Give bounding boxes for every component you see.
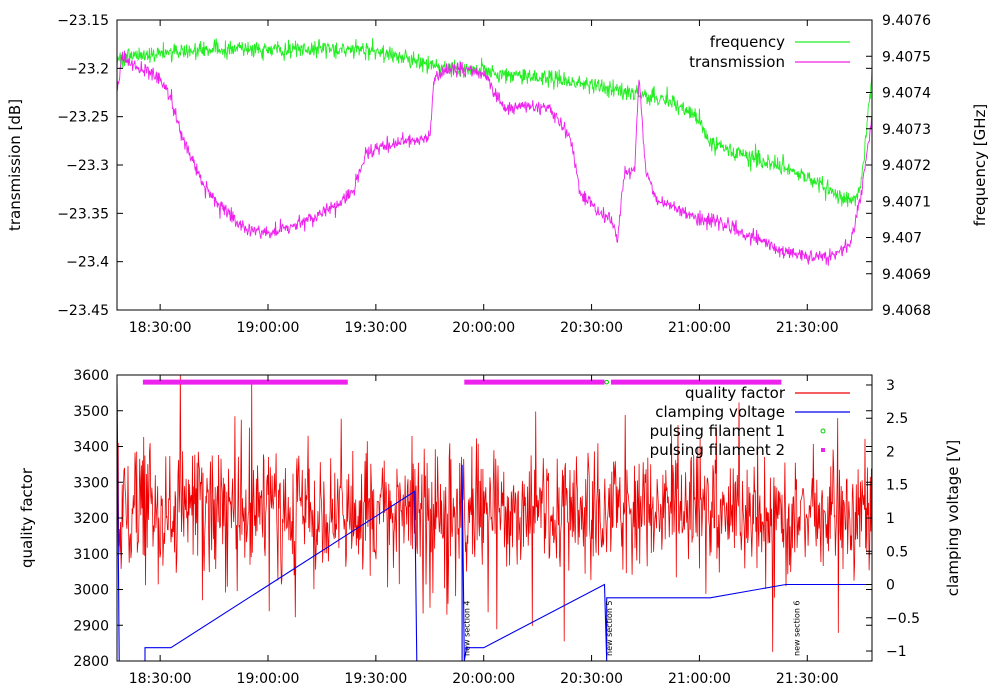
legend-marker-pulsing-filament-2 [821,448,825,452]
y2-tick-label: 3 [886,378,895,394]
legend-label-pulsing-filament-1: pulsing filament 1 [650,422,785,440]
legend-label-transmission: transmission [689,53,785,71]
x-tick-label: 21:30:00 [776,671,839,687]
series-line-quality-factor [117,375,872,652]
annotation-label: new section 5 [605,600,614,656]
top-panel: −23.15−23.2−23.25−23.3−23.35−23.4−23.45 … [6,13,989,336]
y2-tick-label: 9.4072 [882,158,931,174]
y2-tick-label: −1 [886,644,907,660]
bottom-y2label: clamping voltage [V] [944,440,962,596]
y2-tick-label: 9.4071 [882,194,931,210]
y2-tick-label: 9.4075 [882,49,931,65]
x-tick-label: 21:00:00 [668,320,731,336]
y-tick-label: −23.35 [57,206,109,222]
y-tick-label: 2800 [73,654,109,670]
x-tick-label: 21:30:00 [776,320,839,336]
pulsing-filament-1-marker [604,379,609,385]
y-tick-label: 3200 [73,511,109,527]
y2-tick-label: 9.4073 [882,122,931,138]
series-line-transmission [117,50,872,266]
top-legend: frequency transmission [689,33,850,71]
y2-tick-label: 9.4074 [882,86,931,102]
y2-tick-label: 1.5 [886,478,908,494]
x-tick-label: 20:30:00 [560,320,623,336]
top-plot-area [117,38,872,266]
bottom-y2-axis: 3 2.5 2 1.5 1 0.5 0 −0.5 −1 [866,378,920,660]
bottom-y-axis: 3600 3500 3400 3300 3200 3100 3000 2900 2800 [73,368,872,670]
legend-label-pulsing-filament-2: pulsing filament 2 [650,441,785,459]
y-tick-label: 3100 [73,547,109,563]
x-tick-label: 20:00:00 [452,671,515,687]
x-tick-label: 19:00:00 [237,320,300,336]
y-tick-label: −23.25 [57,110,109,126]
bottom-legend: quality factor clamping voltage pulsing … [650,384,850,459]
y2-tick-label: 0.5 [886,544,908,560]
y2-tick-label: 9.4068 [882,303,931,319]
y-tick-label: 3000 [73,583,109,599]
y-tick-label: 3500 [73,404,109,420]
y2-tick-label: 1 [886,511,895,527]
y-tick-label: 3400 [73,440,109,456]
top-y2label: frequency [GHz] [971,104,989,226]
annotation-label: new section 6 [793,600,802,656]
y-tick-label: 3600 [73,368,109,384]
x-tick-label: 20:30:00 [560,671,623,687]
x-tick-label: 21:00:00 [668,671,731,687]
series-line-frequency [117,38,872,208]
x-tick-label: 19:30:00 [344,320,407,336]
x-tick-label: 18:30:00 [129,671,192,687]
bottom-plot-area: new section 4 new section 5 new section 6 [117,375,872,661]
bottom-x-axis: 18:30:00 19:00:00 19:30:00 20:00:00 20:30:00… [129,375,839,687]
y-tick-label: −23.15 [57,13,109,29]
y-tick-label: −23.2 [66,61,109,77]
y2-tick-label: 2 [886,444,895,460]
y2-tick-label: 2.5 [886,411,908,427]
y2-tick-label: 9.4076 [882,13,931,29]
y2-tick-label: −0.5 [886,611,920,627]
y-tick-label: −23.45 [57,303,109,319]
x-tick-label: 18:30:00 [129,320,192,336]
y-tick-label: −23.4 [66,255,109,271]
top-y2-axis: 9.4076 9.4075 9.4074 9.4073 9.4072 9.4071 9.40… [866,13,931,319]
top-x-axis: 18:30:00 19:00:00 19:30:00 20:00:00 20:30:00… [129,20,839,336]
annotation-label: new section 4 [462,600,471,656]
top-ylabel: transmission [dB] [6,99,24,231]
legend-label-clamping-voltage: clamping voltage [655,403,785,421]
legend-label-frequency: frequency [710,33,785,51]
x-tick-label: 20:00:00 [452,320,515,336]
y2-tick-label: 0 [886,578,895,594]
bottom-ylabel: quality factor [18,467,36,568]
x-tick-label: 19:30:00 [344,671,407,687]
y-tick-label: −23.3 [66,158,109,174]
y-tick-label: 3300 [73,475,109,491]
y-tick-label: 2900 [73,618,109,634]
x-tick-label: 19:00:00 [237,671,300,687]
series-line-clamping-voltage [117,384,872,661]
y2-tick-label: 9.407 [882,231,922,247]
legend-label-quality-factor: quality factor [685,384,786,402]
top-y-axis: −23.15 −23.2 −23.25 −23.3 −23.35 −23.4 −23.45 [57,13,872,319]
legend-marker-pulsing-filament-1 [820,428,826,434]
y2-tick-label: 9.4069 [882,267,931,283]
bottom-panel: new section 4 new section 5 new section 6 … [18,368,962,687]
